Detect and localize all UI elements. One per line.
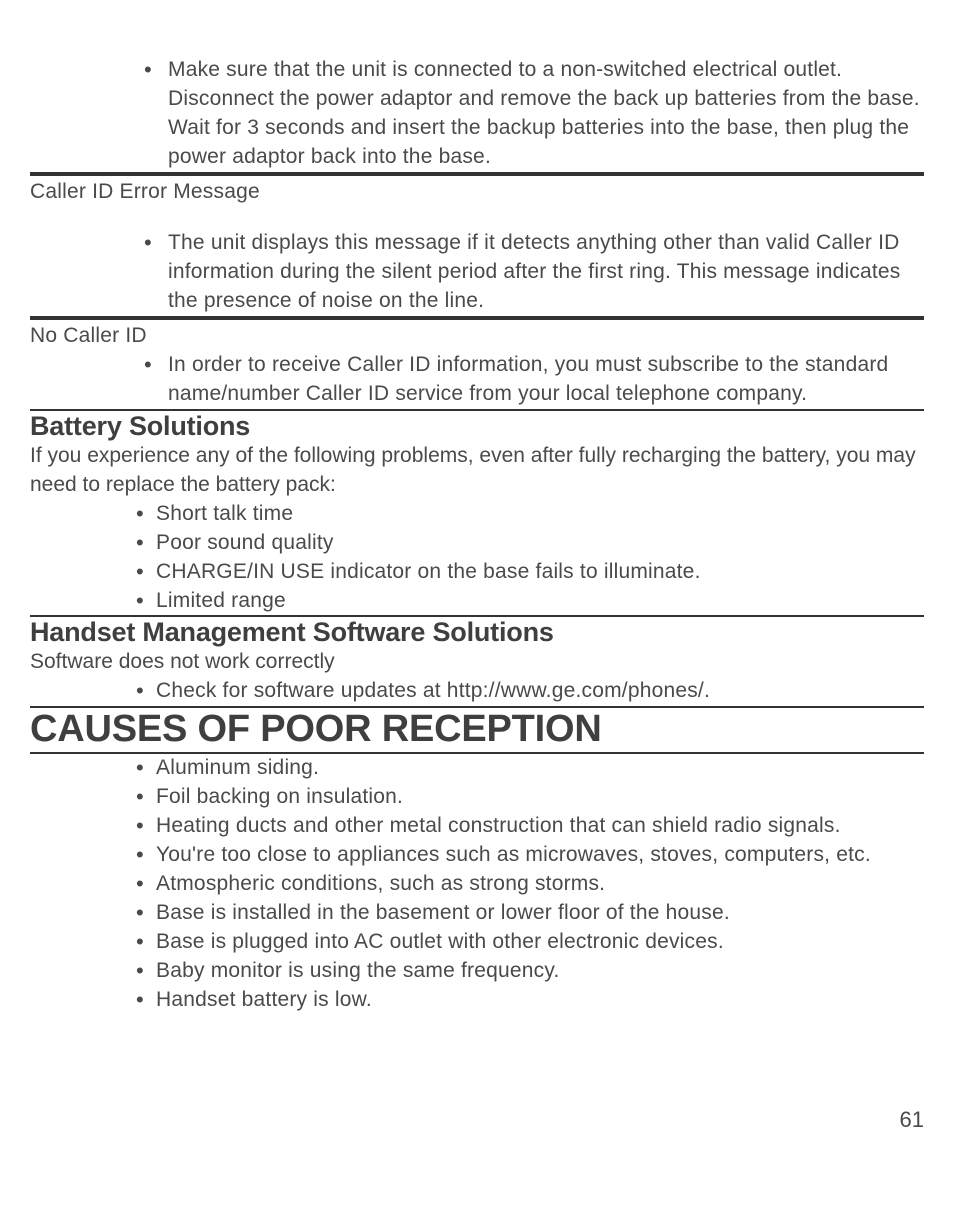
- troubleshoot-block-1: Caller ID Error Message The unit display…: [30, 174, 924, 318]
- list-item: Baby monitor is using the same frequency…: [150, 957, 924, 986]
- bullet-list-0: Make sure that the unit is connected to …: [30, 56, 924, 172]
- bullet-text: Make sure that the unit is connected to …: [168, 58, 920, 168]
- troubleshoot-block-0: Make sure that the unit is connected to …: [30, 56, 924, 174]
- bullet-text: The unit displays this message if it det…: [168, 231, 901, 312]
- battery-block: Short talk time Poor sound quality CHARG…: [30, 500, 924, 618]
- software-block: Check for software updates at http://www…: [30, 677, 924, 708]
- battery-bullets: Short talk time Poor sound quality CHARG…: [30, 500, 924, 618]
- bullet-text: CHARGE/IN USE indicator on the base fail…: [156, 560, 701, 583]
- list-item: In order to receive Caller ID informatio…: [150, 351, 924, 409]
- bullet-text: Base is plugged into AC outlet with othe…: [156, 930, 724, 953]
- list-item: Base is installed in the basement or low…: [150, 899, 924, 928]
- reception-title: CAUSES OF POOR RECEPTION: [30, 708, 924, 754]
- battery-intro: If you experience any of the following p…: [30, 442, 924, 500]
- list-item: Short talk time: [150, 500, 924, 529]
- list-item: Check for software updates at http://www…: [150, 677, 924, 706]
- reception-bullets: Aluminum siding. Foil backing on insulat…: [30, 754, 924, 1015]
- list-item: Handset battery is low.: [150, 986, 924, 1015]
- list-item: Poor sound quality: [150, 529, 924, 558]
- list-item: Limited range: [150, 587, 924, 616]
- bullet-list-1: The unit displays this message if it det…: [30, 229, 924, 318]
- list-item: Atmospheric conditions, such as strong s…: [150, 870, 924, 899]
- block-heading: No Caller ID: [30, 318, 924, 351]
- bullet-list-2: In order to receive Caller ID informatio…: [30, 351, 924, 411]
- list-item: You're too close to appliances such as m…: [150, 841, 924, 870]
- software-intro: Software does not work correctly: [30, 648, 924, 677]
- block-heading: Caller ID Error Message: [30, 174, 924, 207]
- bullet-text: Short talk time: [156, 502, 293, 525]
- software-title: Handset Management Software Solutions: [30, 617, 924, 648]
- bullet-text: Handset battery is low.: [156, 988, 372, 1011]
- battery-title: Battery Solutions: [30, 411, 924, 442]
- bullet-text: Atmospheric conditions, such as strong s…: [156, 872, 605, 895]
- spacer: [30, 207, 924, 229]
- list-item: CHARGE/IN USE indicator on the base fail…: [150, 558, 924, 587]
- software-bullets: Check for software updates at http://www…: [30, 677, 924, 708]
- page-number: 61: [30, 1015, 924, 1133]
- bullet-text: Foil backing on insulation.: [156, 785, 403, 808]
- list-item: Aluminum siding.: [150, 754, 924, 783]
- list-item: Heating ducts and other metal constructi…: [150, 812, 924, 841]
- bullet-text: Aluminum siding.: [156, 756, 319, 779]
- bullet-text: Base is installed in the basement or low…: [156, 901, 730, 924]
- bullet-text: Check for software updates at http://www…: [156, 679, 710, 702]
- list-item: Base is plugged into AC outlet with othe…: [150, 928, 924, 957]
- bullet-text: Heating ducts and other metal constructi…: [156, 814, 841, 837]
- bullet-text: Limited range: [156, 589, 286, 612]
- bullet-text: In order to receive Caller ID informatio…: [168, 353, 888, 405]
- reception-block: Aluminum siding. Foil backing on insulat…: [30, 754, 924, 1015]
- list-item: Make sure that the unit is connected to …: [150, 56, 924, 172]
- bullet-text: You're too close to appliances such as m…: [156, 843, 871, 866]
- bullet-text: Poor sound quality: [156, 531, 334, 554]
- troubleshoot-block-2: No Caller ID In order to receive Caller …: [30, 318, 924, 411]
- page: Make sure that the unit is connected to …: [0, 0, 954, 1173]
- list-item: Foil backing on insulation.: [150, 783, 924, 812]
- bullet-text: Baby monitor is using the same frequency…: [156, 959, 560, 982]
- list-item: The unit displays this message if it det…: [150, 229, 924, 316]
